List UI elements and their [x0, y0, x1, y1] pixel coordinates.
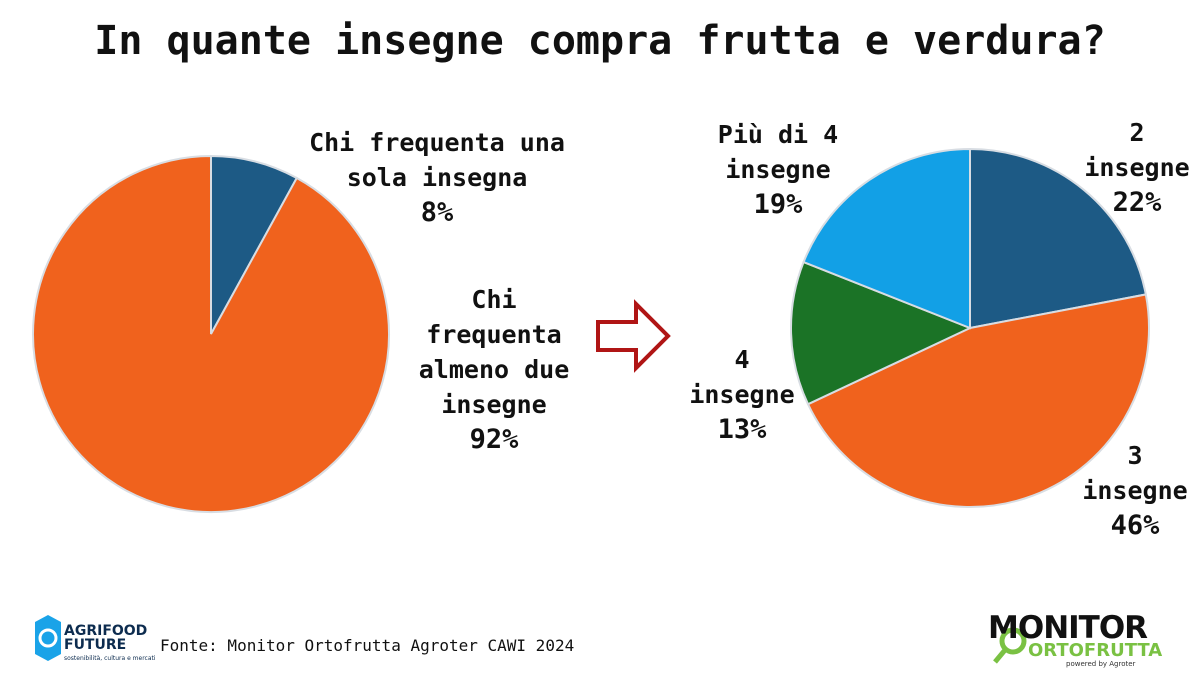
category-label: Chi frequenta almeno due insegne: [418, 285, 570, 419]
pie-slice: [969, 147, 1148, 330]
slice-label: 3 insegne 46%: [1075, 438, 1195, 543]
arrow: [596, 299, 671, 373]
value-label: 8%: [420, 197, 454, 228]
monitor-o: [999, 627, 1027, 655]
title: In quante insegne compra frutta e verdur…: [94, 18, 1106, 64]
agrifood-name: AGRIFOOD FUTURE: [64, 623, 148, 653]
category-label: 2 insegne: [1084, 118, 1190, 182]
agrifood-tagline: sostenibilità, cultura e mercati: [64, 655, 156, 662]
slice-label: 4 insegne 13%: [677, 342, 807, 447]
value-label: 22%: [1112, 187, 1162, 218]
pie-slice: [32, 154, 390, 513]
monitor-line2: ORTOFRUTTA: [1028, 640, 1163, 661]
pie-slice: [802, 147, 971, 330]
category-label: Più di 4 insegne: [717, 120, 839, 184]
slice-label: Più di 4 insegne 19%: [713, 117, 843, 222]
value-label: 13%: [717, 414, 767, 445]
category-label: Chi frequenta una sola insegna: [309, 128, 565, 192]
pie-slice: [790, 260, 973, 406]
slice-label: Chi frequenta una sola insegna 8%: [287, 125, 587, 230]
category-label: 3 insegne: [1082, 441, 1188, 505]
value-label: 92%: [469, 424, 519, 455]
slice-label: 2 insegne 22%: [1077, 115, 1197, 220]
monitor-handle: [993, 648, 1007, 664]
value-label: 19%: [753, 189, 803, 220]
category-label: 4 insegne: [689, 345, 795, 409]
value-label: 46%: [1110, 510, 1160, 541]
source: Fonte: Monitor Ortofrutta Agroter CAWI 2…: [160, 636, 575, 655]
monitor-tagline: powered by Agroter: [1066, 660, 1136, 668]
pie-slice: [806, 293, 1150, 508]
slice-label: Chi frequenta almeno due insegne 92%: [404, 282, 584, 457]
agrifood-icon-ring: [38, 628, 58, 648]
monitor-line1: MONITOR: [988, 610, 1148, 646]
pie-slice: [210, 154, 299, 335]
agrifood-icon: [35, 615, 61, 661]
